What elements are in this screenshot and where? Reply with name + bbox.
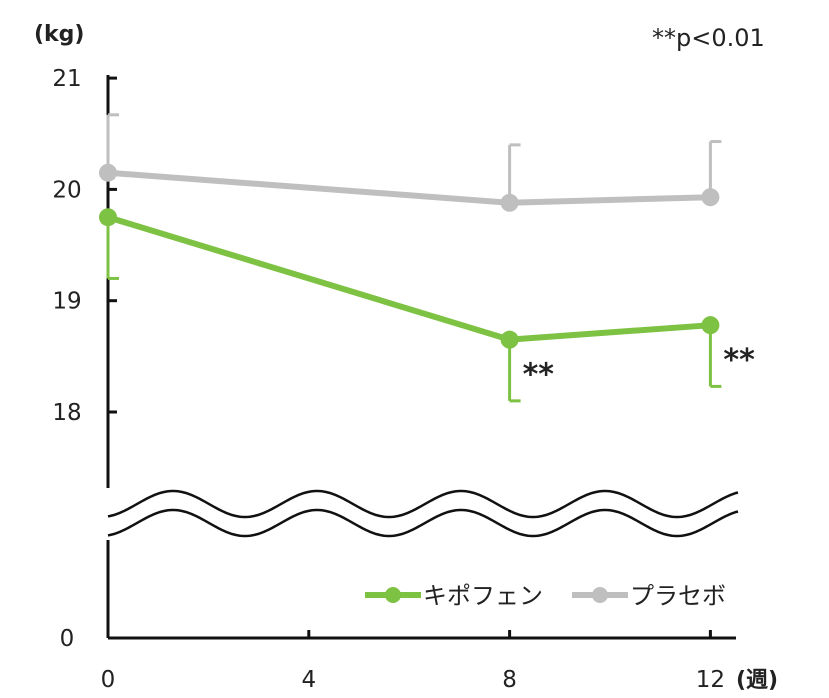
series-line xyxy=(107,169,711,206)
legend: キポフェン プラセボ xyxy=(365,582,726,610)
axis-break-wave xyxy=(107,508,739,538)
data-point xyxy=(701,188,720,207)
data-point xyxy=(99,208,117,227)
x-tick-label: 4 xyxy=(301,667,316,693)
axis-break-gap xyxy=(105,488,739,540)
series-placebo xyxy=(99,113,722,212)
y-tick-label: 18 xyxy=(52,400,81,426)
legend-label: キポフェン xyxy=(423,582,543,610)
y-tick-label: 20 xyxy=(52,177,81,203)
axis-break-wave xyxy=(107,489,739,519)
data-point xyxy=(701,316,720,335)
data-point xyxy=(500,330,519,349)
legend-swatch-dot xyxy=(592,587,608,603)
significance-marker: ** xyxy=(523,358,555,393)
x-tick-label: 8 xyxy=(502,667,517,693)
axis-break xyxy=(105,488,739,540)
significance-note: **p<0.01 xyxy=(652,24,765,52)
legend-label: プラセボ xyxy=(630,582,726,610)
legend-swatch-dot xyxy=(385,587,401,603)
y-tick-label: 19 xyxy=(52,289,81,315)
y-tick-label: 0 xyxy=(60,626,75,652)
y-tick-label: 21 xyxy=(52,66,81,92)
series-line xyxy=(107,214,711,343)
series-layer: ** ** xyxy=(99,113,755,403)
data-point xyxy=(500,193,519,212)
x-axis-suffix: (週) xyxy=(736,668,778,693)
data-point xyxy=(99,163,117,182)
significance-marker: ** xyxy=(723,343,755,378)
x-tick-label: 12 xyxy=(696,667,725,693)
axes: 0 18 19 20 21 0 4 8 12 xyxy=(52,66,736,693)
x-tick-label: 0 xyxy=(101,667,116,693)
series-kipofen: ** ** xyxy=(99,208,755,403)
y-unit-label: (kg) xyxy=(34,22,85,47)
